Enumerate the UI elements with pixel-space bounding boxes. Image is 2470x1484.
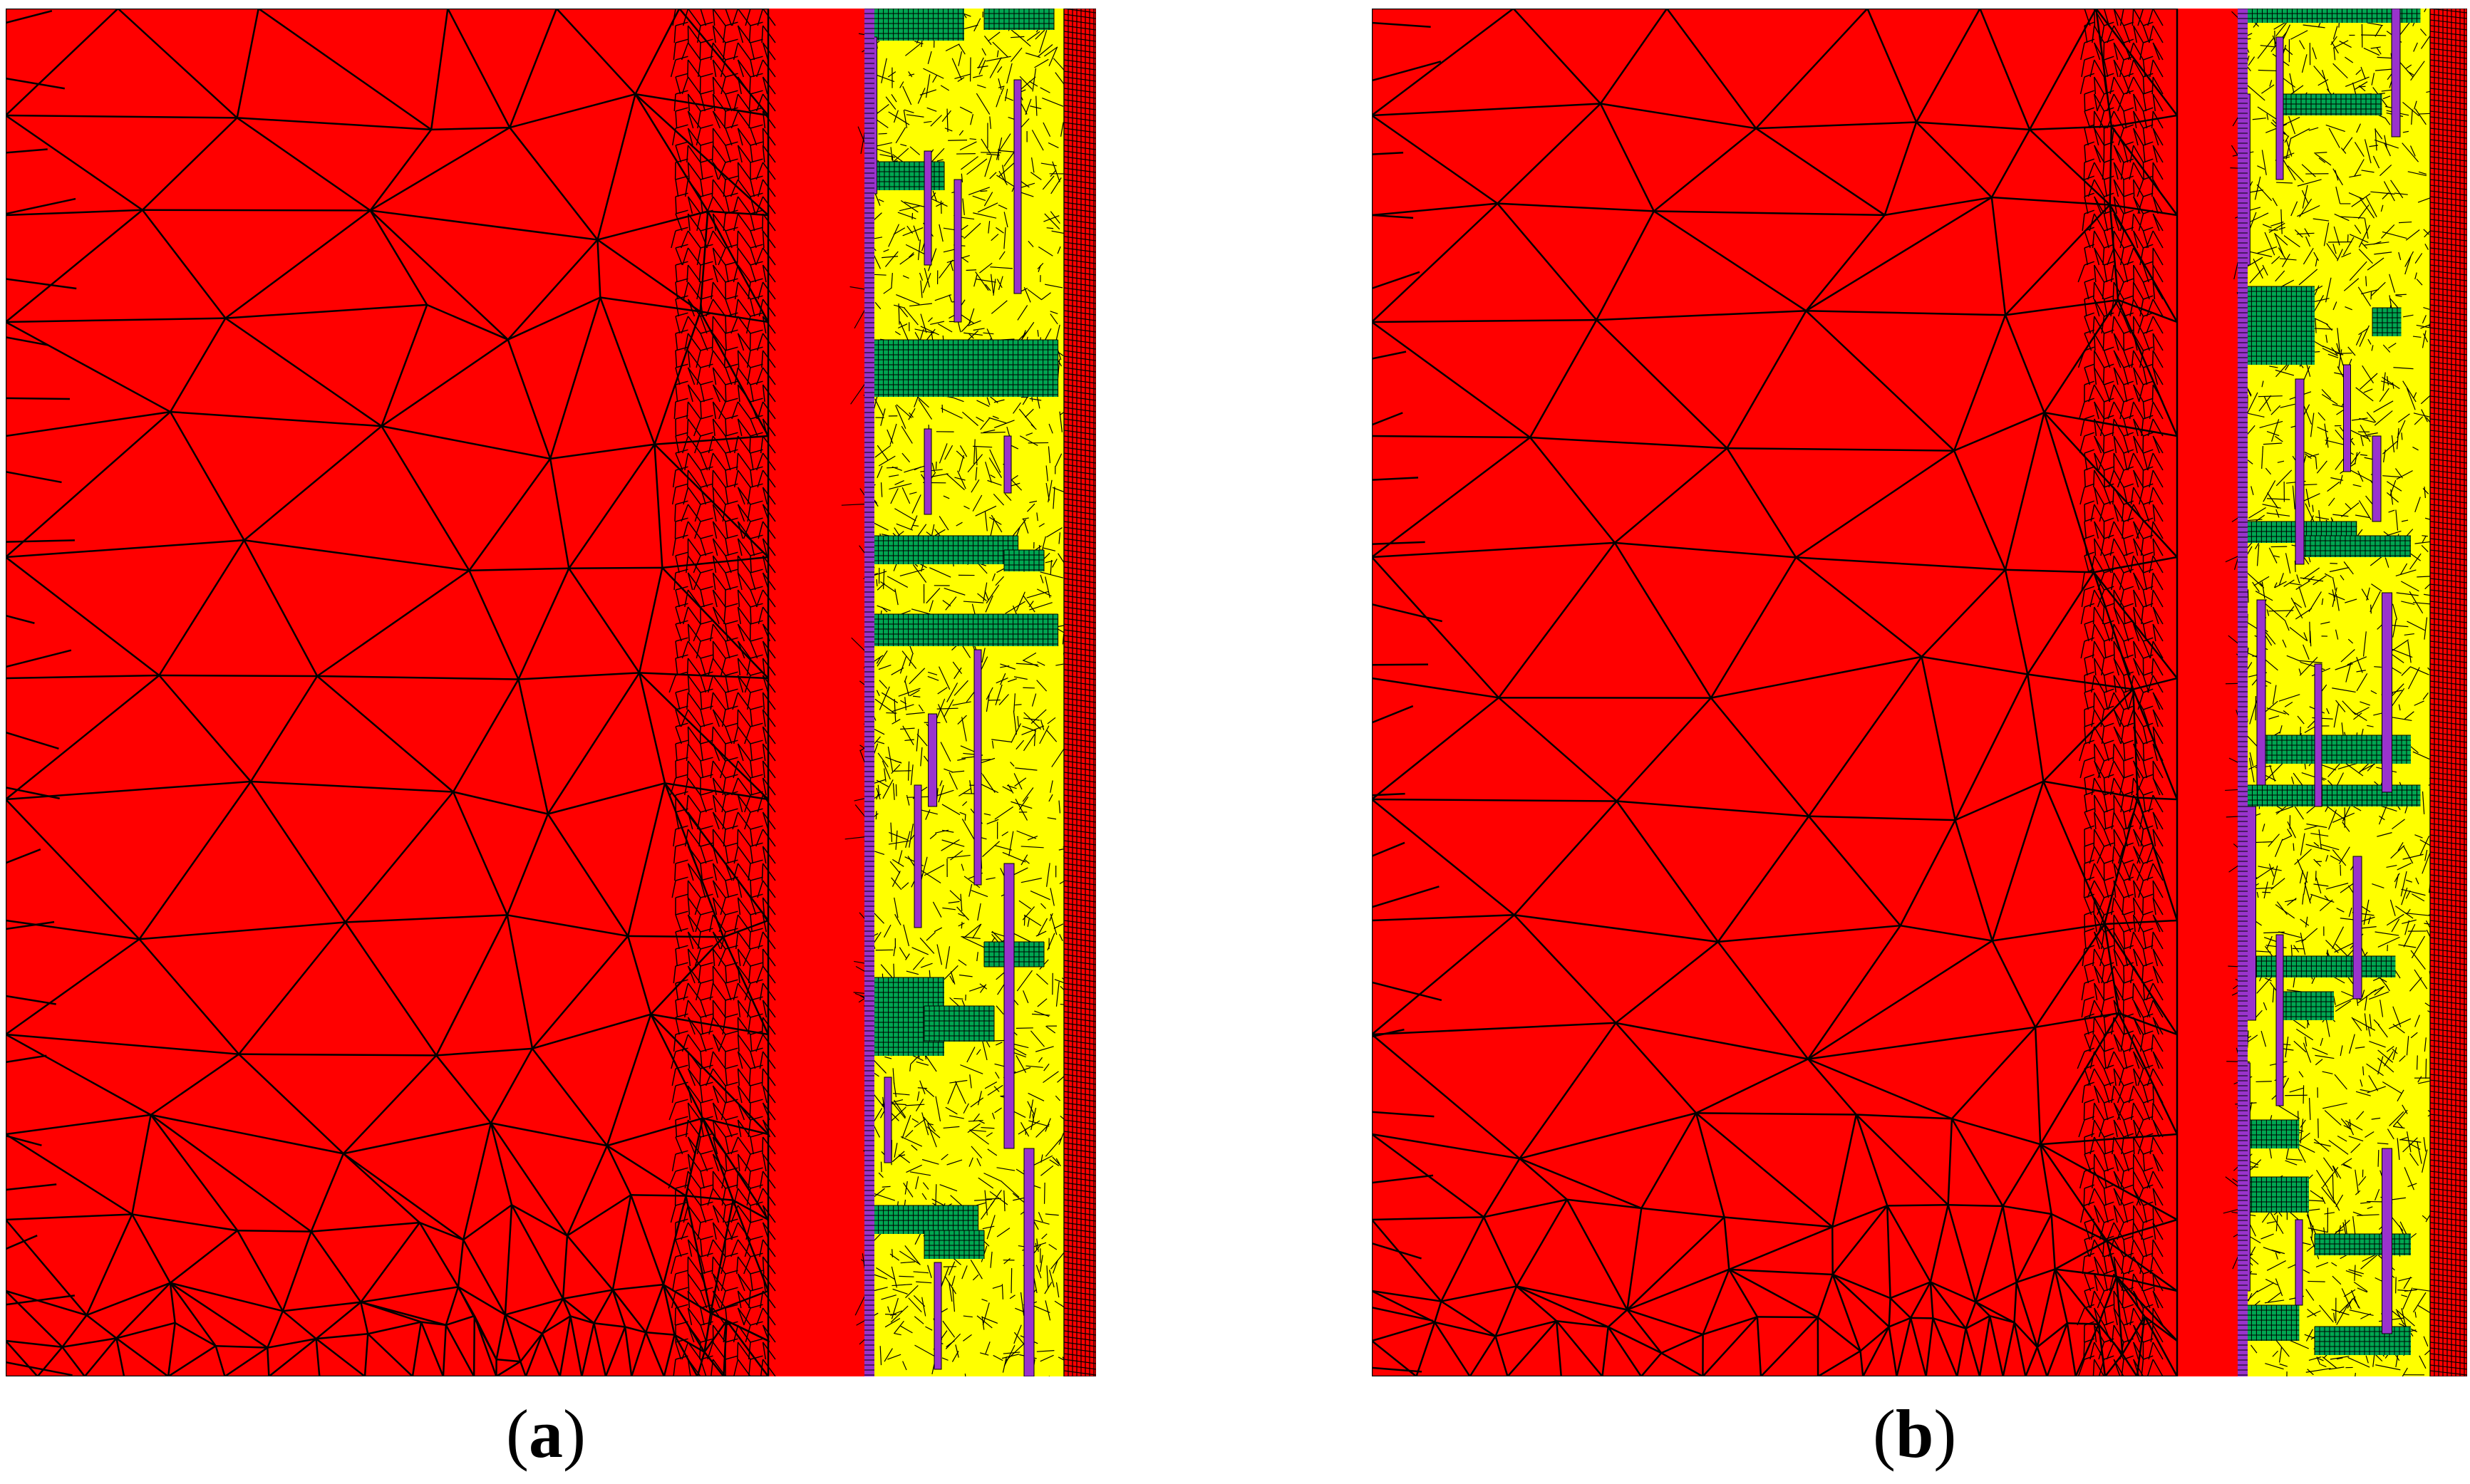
mesh-panel-b — [1372, 9, 2467, 1376]
coarse-mesh-b — [1372, 9, 2179, 1376]
caption-a-label: a — [528, 1396, 563, 1472]
dense-edge-band-a — [668, 9, 776, 1376]
caption-a: (a) — [506, 1396, 586, 1472]
caption-b-label: b — [1895, 1396, 1934, 1472]
boundary-layer-a — [841, 9, 1096, 1376]
mesh-drawing-b — [1372, 9, 2467, 1376]
coarse-mesh-a — [6, 9, 770, 1376]
dense-edge-band-b — [2077, 9, 2164, 1376]
mesh-drawing-a — [6, 9, 1096, 1376]
boundary-layer-b — [2223, 9, 2467, 1376]
mesh-panel-a — [6, 9, 1096, 1376]
caption-b: (b) — [1873, 1396, 1957, 1472]
